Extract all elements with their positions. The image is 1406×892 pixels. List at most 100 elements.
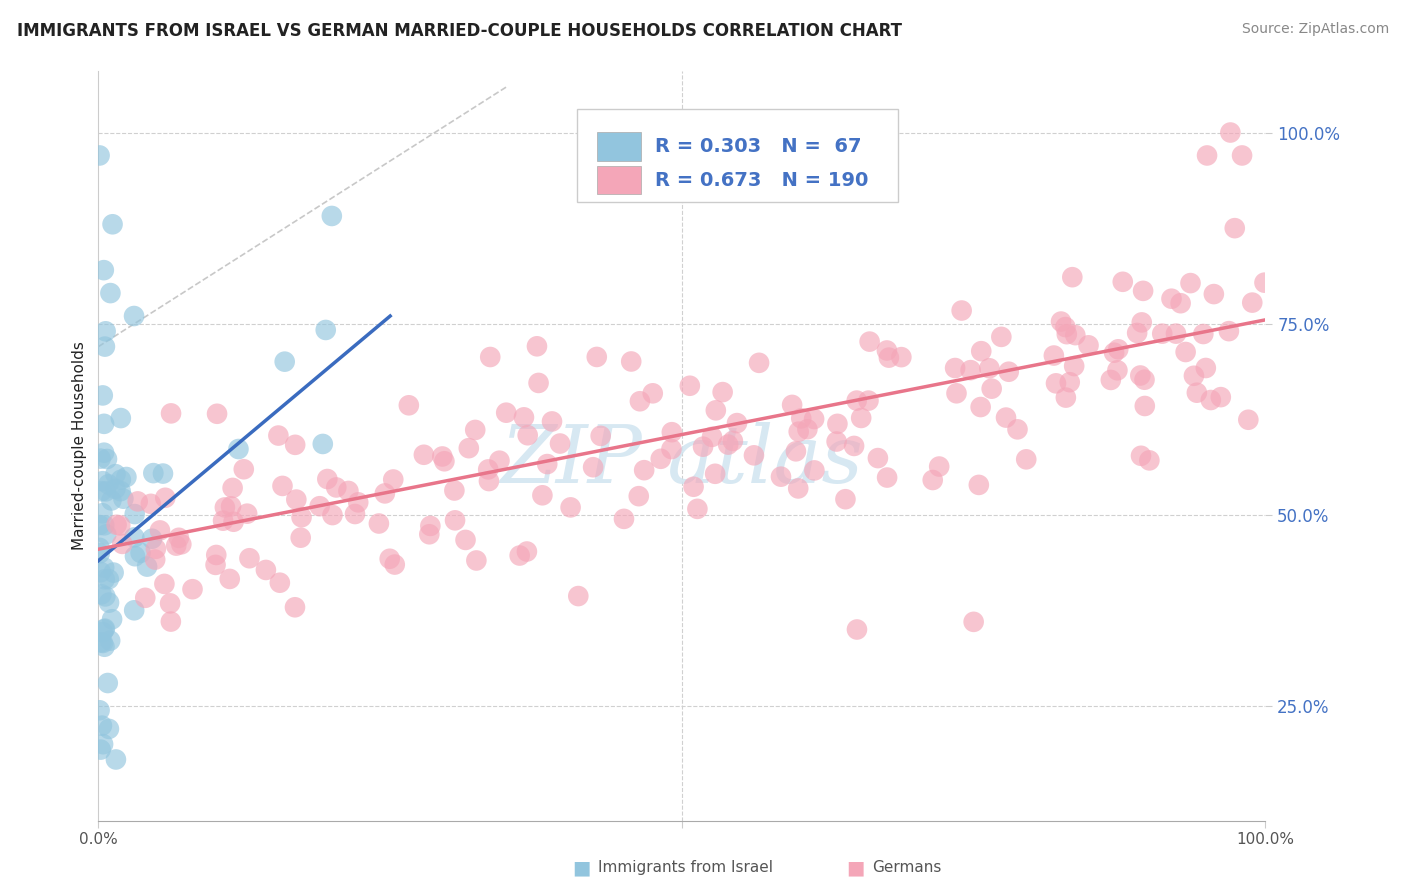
Point [834, 492, 856, 507]
Point [803, 412, 825, 426]
Point [160, 615, 183, 629]
Point [94, 484, 117, 499]
Point [866, 451, 889, 466]
Point [877, 351, 900, 365]
Point [997, 365, 1019, 379]
Point [101, 217, 124, 231]
Point [1133, 399, 1156, 413]
Y-axis label: Married-couple Households: Married-couple Households [72, 342, 87, 550]
Point [700, 430, 723, 444]
Point [1132, 284, 1154, 298]
Point [124, 530, 146, 544]
Point [787, 482, 810, 496]
Point [1043, 349, 1066, 363]
Point [115, 470, 138, 484]
Point [876, 470, 898, 484]
Point [1062, 270, 1084, 285]
Point [1170, 296, 1192, 310]
Point [124, 549, 146, 564]
Point [232, 462, 254, 476]
Point [921, 473, 943, 487]
Point [170, 537, 193, 551]
Point [98, 633, 121, 648]
Point [527, 376, 550, 390]
Point [91, 474, 114, 488]
Point [704, 467, 727, 481]
Point [1112, 275, 1135, 289]
Point [93, 572, 115, 586]
Point [928, 459, 950, 474]
Point [692, 440, 714, 454]
Text: IMMIGRANTS FROM ISRAEL VS GERMAN MARRIED-COUPLE HOUSEHOLDS CORRELATION CHART: IMMIGRANTS FROM ISRAEL VS GERMAN MARRIED… [17, 22, 901, 40]
Point [1015, 452, 1038, 467]
Text: ZIP atlas: ZIP atlas [501, 422, 863, 500]
Point [1219, 126, 1241, 140]
Point [1099, 373, 1122, 387]
Text: Immigrants from Israel: Immigrants from Israel [598, 861, 772, 875]
Point [1160, 292, 1182, 306]
Point [145, 541, 167, 556]
Point [236, 507, 259, 521]
Point [134, 591, 156, 605]
Point [347, 495, 370, 509]
Point [477, 462, 499, 476]
Point [890, 350, 912, 364]
Point [711, 385, 734, 400]
Point [479, 350, 502, 364]
Point [979, 361, 1001, 376]
Text: ■: ■ [846, 858, 865, 878]
Point [205, 548, 228, 562]
Point [842, 439, 865, 453]
Point [541, 414, 564, 428]
Text: ■: ■ [572, 858, 591, 878]
Point [398, 398, 420, 412]
Point [418, 527, 440, 541]
Point [1202, 287, 1225, 301]
Point [141, 532, 163, 546]
Point [89, 518, 111, 533]
Point [995, 410, 1018, 425]
Point [105, 517, 128, 532]
Point [970, 344, 993, 359]
Point [858, 393, 880, 408]
Point [769, 469, 792, 483]
Point [97, 477, 120, 491]
Point [1059, 375, 1081, 389]
Point [457, 441, 479, 455]
Point [582, 460, 605, 475]
Point [1130, 449, 1153, 463]
Point [91, 506, 114, 520]
Point [679, 378, 702, 392]
Point [98, 596, 121, 610]
Point [165, 539, 187, 553]
Point [509, 549, 531, 563]
Point [443, 483, 465, 498]
Point [205, 407, 228, 421]
Point [90, 451, 112, 466]
Point [641, 386, 664, 401]
Point [374, 486, 396, 500]
Point [627, 489, 650, 503]
Point [1192, 326, 1215, 341]
Point [204, 558, 226, 572]
Point [628, 394, 651, 409]
Point [91, 625, 114, 640]
Point [325, 480, 347, 494]
Point [1185, 385, 1208, 400]
Point [516, 544, 538, 558]
Point [1056, 327, 1078, 342]
Point [97, 572, 120, 586]
Point [1130, 315, 1153, 329]
Point [142, 466, 165, 480]
Point [100, 493, 122, 508]
Point [787, 425, 810, 439]
Text: R = 0.673   N = 190: R = 0.673 N = 190 [655, 170, 869, 189]
Point [548, 436, 571, 450]
Point [1164, 326, 1187, 341]
Point [785, 444, 807, 458]
Point [315, 323, 337, 337]
Point [316, 472, 339, 486]
Point [122, 603, 145, 617]
Point [1064, 328, 1087, 343]
Point [159, 596, 181, 610]
